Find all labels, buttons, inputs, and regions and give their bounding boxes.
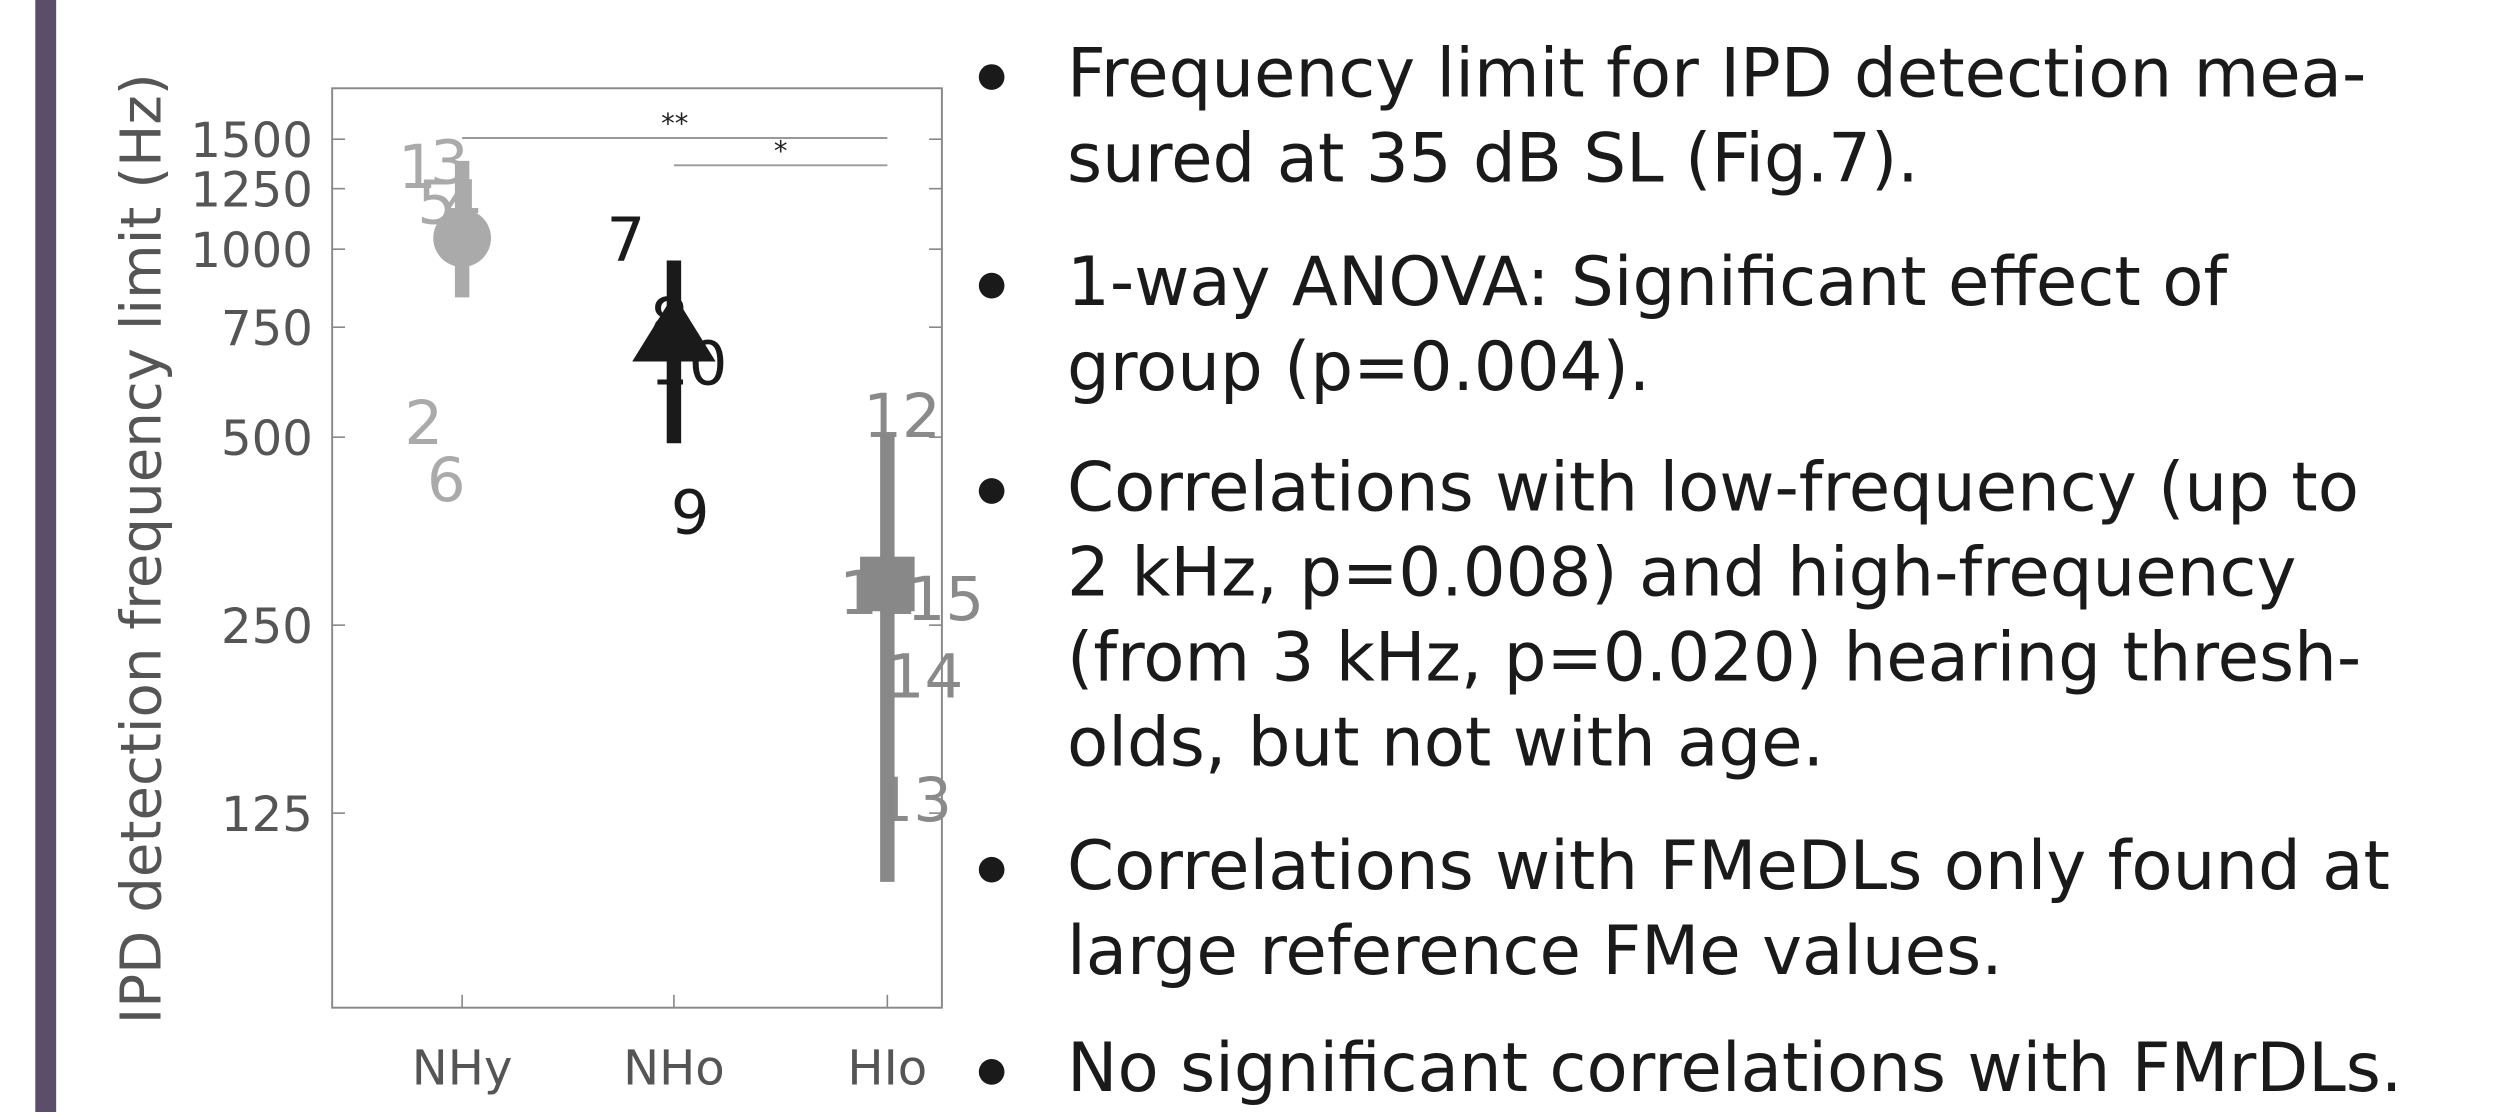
subject-label: 9 (671, 477, 710, 548)
y-tick-label: 250 (221, 599, 313, 655)
bullet-dot (978, 478, 1005, 504)
bullet-text: group (p=0.004). (1067, 327, 1650, 406)
bullet-dot (978, 856, 1005, 883)
plot-frame (331, 87, 943, 1009)
x-tick-label: NHy (412, 1041, 513, 1097)
bullet-text: sured at 35 dB SL (Fig.7). (1067, 118, 1919, 197)
subject-label: 14 (886, 641, 964, 712)
significance-label: * (774, 136, 788, 167)
subject-label: 2 (404, 388, 443, 459)
bullet-dot (978, 272, 1005, 299)
bullet-dot (978, 64, 1005, 90)
bullet-text: 2 kHz, p=0.008) and high-frequency (1067, 532, 2296, 611)
bullet-text: (from 3 kHz, p=0.020) hearing thresh- (1067, 617, 2361, 696)
mean-marker (860, 556, 915, 612)
subject-label: 15 (907, 564, 985, 635)
bullet-text: olds, but not with age. (1067, 702, 1824, 781)
subject-label: 7 (607, 204, 646, 275)
bullet-text: Correlations with FMeDLs only found at (1067, 826, 2390, 905)
y-tick-label: 1000 (190, 223, 312, 279)
side-bar (35, 0, 57, 1112)
mean-marker (433, 209, 492, 267)
y-tick-label: 125 (221, 787, 313, 843)
bullet-text: Frequency limit for IPD detection mea- (1067, 33, 2366, 112)
significance-label: ** (661, 109, 688, 140)
bullet-text: large reference FMe values. (1067, 911, 2003, 990)
subject-label: 12 (863, 381, 941, 452)
bullet-text: Correlations with low-frequency (up to (1067, 447, 2359, 526)
y-axis-title: IPD detection frequency limit (Hz) (109, 73, 174, 1024)
y-tick-label: 750 (221, 301, 313, 357)
subject-label: 1 (398, 132, 437, 203)
y-tick-label: 500 (221, 411, 313, 467)
x-tick-label: HIo (847, 1041, 927, 1097)
bullet-text: No significant correlations with FMrDLs. (1067, 1028, 2402, 1107)
mean-marker (632, 294, 716, 362)
bullet-dot (978, 1059, 1005, 1085)
y-tick-label: 1500 (190, 113, 312, 169)
y-tick-label: 1250 (190, 162, 312, 218)
bullet-text: 1-way ANOVA: Significant effect of (1067, 242, 2228, 321)
x-tick-label: NHo (623, 1041, 725, 1097)
subject-label: 6 (427, 445, 466, 516)
